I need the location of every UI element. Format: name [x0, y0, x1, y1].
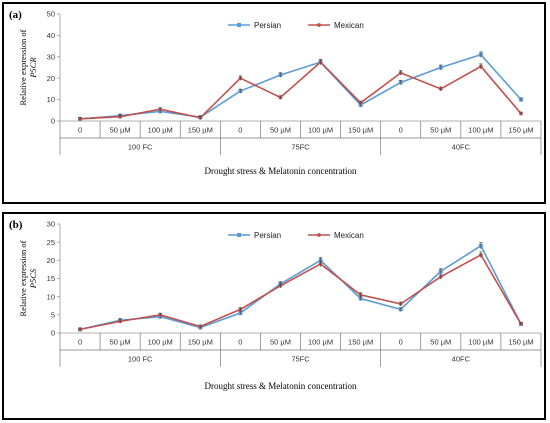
- legend-label-persian: Persian: [254, 231, 281, 240]
- x-tick-label: 0: [238, 126, 242, 135]
- group-label: 75FC: [291, 143, 310, 152]
- y-tick-label: 50: [47, 10, 55, 19]
- y-tick-label: 0: [51, 329, 55, 338]
- panel-label: (b): [9, 219, 23, 231]
- legend-label-mexican: Mexican: [334, 21, 364, 30]
- x-tick-label: 50 µM: [430, 126, 451, 135]
- y-axis-label: Relative expression of: [18, 29, 28, 105]
- x-axis-title: Drought stress & Melatonin concentration: [205, 166, 357, 176]
- series-line-persian: [79, 244, 522, 331]
- y-tick-label: 30: [47, 52, 55, 61]
- legend-label-mexican: Mexican: [334, 231, 364, 240]
- y-tick-label: 40: [47, 31, 55, 40]
- y-tick-label: 10: [47, 292, 55, 301]
- y-tick-label: 0: [51, 117, 55, 126]
- x-tick-label: 100 µM: [468, 126, 493, 135]
- legend-label-persian: Persian: [254, 21, 281, 30]
- chart-panel-b: (b) 0 5 10 15 20 25 30 Relative expression of P5C…: [2, 212, 546, 420]
- chart-b-svg: (b) 0 5 10 15 20 25 30 Relative expression of P5C…: [9, 219, 542, 391]
- x-tick-label: 100 µM: [308, 338, 333, 347]
- x-tick-label: 150 µM: [348, 126, 373, 135]
- y-tick-label: 10: [47, 95, 55, 104]
- x-tick-label: 50 µM: [110, 126, 131, 135]
- x-tick-label: 0: [78, 338, 82, 347]
- y-tick-label: 5: [51, 310, 55, 319]
- x-tick-label: 50 µM: [110, 338, 131, 347]
- legend-marker: [317, 233, 321, 237]
- chart-panel-a: (a) 0 10 20 30 40 50 Relative expression of P5CR…: [2, 2, 546, 204]
- y-tick-label: 25: [47, 238, 55, 247]
- y-axis-label-gene: P5CS: [28, 268, 38, 289]
- series-line-mexican: [79, 61, 522, 120]
- x-tick-label: 0: [238, 338, 242, 347]
- y-axis-label: Relative expression of: [18, 240, 28, 316]
- x-tick-label: 100 µM: [148, 126, 173, 135]
- x-tick-label: 150 µM: [188, 126, 213, 135]
- x-tick-label: 50 µM: [270, 338, 291, 347]
- group-label: 40FC: [452, 143, 471, 152]
- group-label: 100 FC: [128, 143, 153, 152]
- y-tick-label: 20: [47, 256, 55, 265]
- legend-marker: [317, 23, 321, 27]
- x-tick-label: 150 µM: [508, 338, 533, 347]
- series-line-persian: [79, 53, 522, 120]
- group-label: 75FC: [291, 355, 310, 364]
- group-label: 100 FC: [128, 355, 153, 364]
- x-tick-label: 150 µM: [188, 338, 213, 347]
- y-tick-label: 15: [47, 274, 55, 283]
- panel-label: (a): [9, 9, 22, 21]
- x-tick-label: 100 µM: [308, 126, 333, 135]
- y-axis-label-gene: P5CR: [28, 57, 38, 79]
- x-tick-label: 100 µM: [468, 338, 493, 347]
- x-tick-label: 150 µM: [508, 126, 533, 135]
- group-label: 40FC: [452, 355, 471, 364]
- x-tick-label: 50 µM: [430, 338, 451, 347]
- x-tick-label: 0: [399, 338, 403, 347]
- legend-marker: [237, 233, 241, 237]
- legend-marker: [237, 23, 241, 27]
- x-tick-label: 150 µM: [348, 338, 373, 347]
- chart-a-svg: (a) 0 10 20 30 40 50 Relative expression of P5CR…: [9, 9, 542, 176]
- x-tick-label: 0: [399, 126, 403, 135]
- y-tick-label: 20: [47, 74, 55, 83]
- y-tick-label: 30: [47, 220, 55, 229]
- series-line-mexican: [79, 253, 522, 331]
- x-tick-label: 50 µM: [270, 126, 291, 135]
- x-tick-label: 0: [78, 126, 82, 135]
- x-tick-label: 100 µM: [148, 338, 173, 347]
- x-axis-title: Drought stress & Melatonin concentration: [205, 381, 357, 391]
